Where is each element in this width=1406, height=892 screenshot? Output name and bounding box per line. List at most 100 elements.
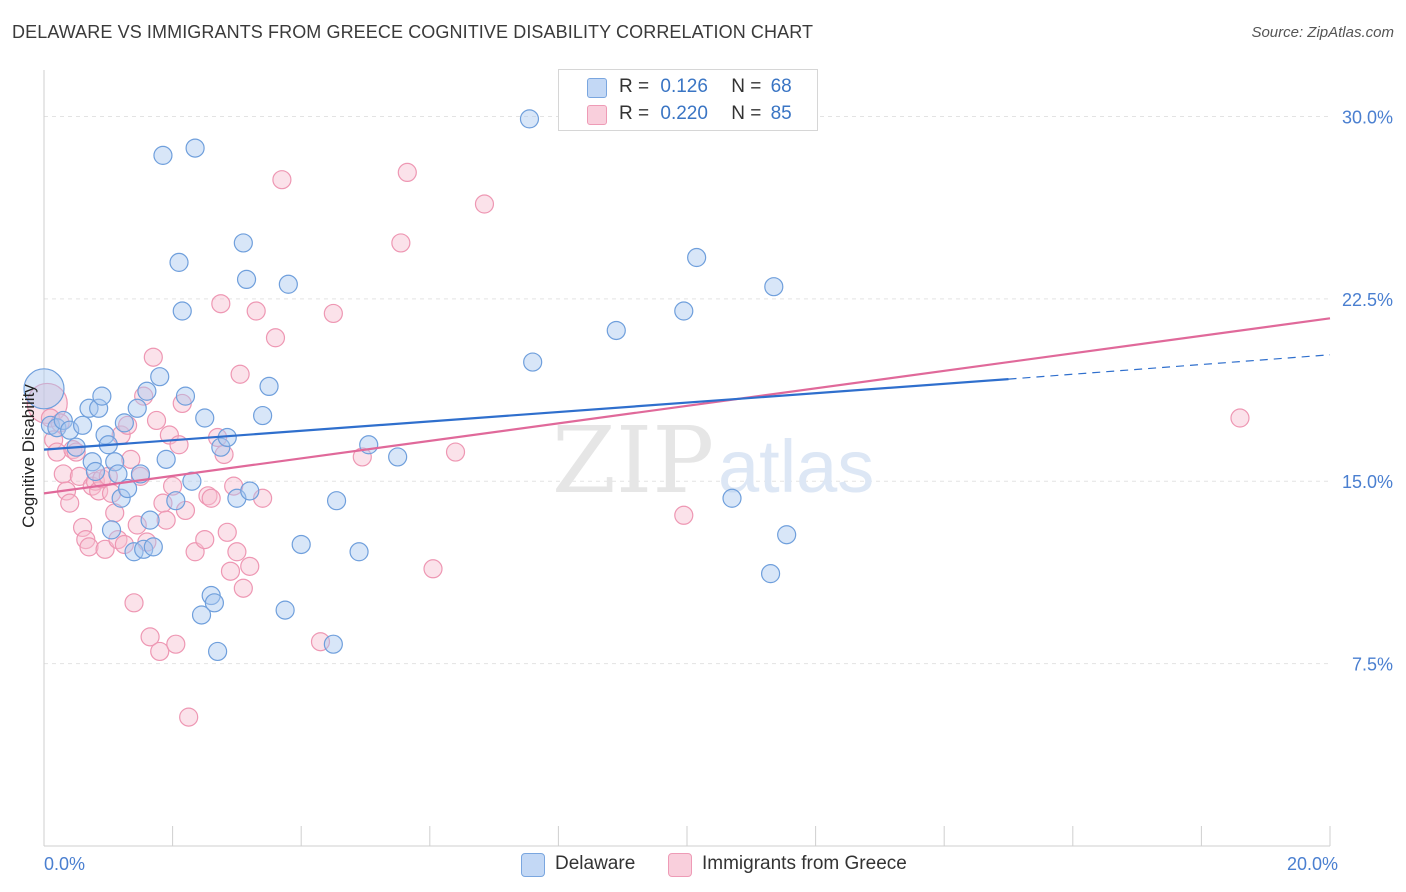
- delaware-point: [169, 252, 189, 272]
- delaware-point: [72, 415, 93, 435]
- delaware-point: [117, 478, 138, 499]
- x-tick-label-max: 20.0%: [1287, 854, 1338, 874]
- greece-point: [198, 486, 218, 506]
- delaware-point: [150, 367, 170, 387]
- delaware-point: [111, 488, 131, 508]
- delaware-legend-label: Delaware: [555, 853, 636, 874]
- delaware-point: [777, 525, 797, 545]
- delaware-point: [172, 301, 192, 321]
- delaware-point: [326, 491, 347, 511]
- watermark: ZIP atlas: [552, 407, 874, 514]
- greece-point: [1230, 408, 1250, 428]
- delaware-r-value: 0.126: [660, 76, 708, 97]
- greece-trend-line: [43, 317, 1331, 495]
- delaware-point: [60, 420, 80, 440]
- delaware-point: [275, 600, 295, 620]
- greece-point: [246, 301, 266, 321]
- series-legend: Delaware Immigrants from Greece: [0, 852, 1406, 878]
- greece-point: [233, 578, 253, 598]
- delaware-point: [166, 491, 186, 511]
- delaware-swatch: [587, 78, 607, 98]
- greece-point: [117, 415, 138, 435]
- greece-point: [352, 447, 372, 467]
- y-tick-label: 30.0%: [1342, 107, 1393, 127]
- greece-point: [95, 539, 115, 559]
- delaware-trend-line: [43, 378, 1009, 451]
- delaware-point: [53, 410, 73, 431]
- correlation-legend: R = 0.126 N = 68 R = 0.220 N = 85: [558, 69, 818, 131]
- delaware-point: [760, 564, 781, 584]
- delaware-point: [143, 537, 163, 557]
- greece-point: [474, 194, 495, 214]
- greece-point: [195, 529, 215, 550]
- greece-point: [121, 449, 141, 469]
- greece-point: [179, 707, 199, 727]
- delaware-point: [204, 593, 224, 613]
- delaware-point: [153, 145, 173, 165]
- greece-legend-label: Immigrants from Greece: [702, 853, 907, 874]
- greece-point: [272, 170, 292, 190]
- greece-point: [140, 627, 160, 647]
- watermark-zip: ZIP: [552, 407, 714, 514]
- greece-point: [124, 593, 144, 613]
- delaware-point: [687, 247, 707, 268]
- greece-point: [47, 442, 67, 462]
- x-tick-label-min: 0.0%: [44, 854, 85, 874]
- greece-point: [72, 517, 93, 538]
- greece-point: [127, 515, 147, 535]
- greece-point: [175, 500, 196, 521]
- greece-point: [146, 410, 167, 431]
- delaware-point: [523, 352, 543, 372]
- greece-series-points: [26, 162, 1250, 727]
- greece-point: [391, 233, 411, 253]
- delaware-point: [195, 408, 215, 428]
- delaware-point: [127, 398, 147, 418]
- greece-point: [211, 294, 231, 314]
- delaware-point: [233, 233, 253, 253]
- delaware-point: [89, 398, 109, 418]
- delaware-point: [722, 488, 742, 508]
- delaware-point: [211, 437, 231, 457]
- delaware-point: [85, 461, 106, 482]
- delaware-series-points: [23, 109, 797, 662]
- delaware-point: [156, 449, 176, 469]
- delaware-point: [323, 634, 343, 654]
- y-tick-label: 22.5%: [1342, 290, 1393, 310]
- greece-point: [227, 542, 247, 562]
- delaware-point: [175, 386, 196, 406]
- delaware-point: [92, 386, 112, 406]
- greece-point: [323, 303, 343, 324]
- delaware-point: [79, 398, 99, 418]
- delaware-point: [23, 368, 65, 410]
- r-label: R =: [619, 103, 650, 124]
- greece-r-value: 0.220: [660, 103, 708, 124]
- delaware-point: [105, 452, 125, 472]
- chart-title: DELAWARE VS IMMIGRANTS FROM GREECE COGNI…: [12, 22, 814, 42]
- delaware-n-value: 68: [770, 76, 792, 97]
- delaware-point: [101, 520, 122, 540]
- greece-point: [79, 537, 99, 557]
- delaware-point: [114, 413, 134, 433]
- n-label: N =: [731, 76, 762, 97]
- delaware-point: [674, 301, 694, 321]
- delaware-point: [349, 542, 369, 562]
- greece-point: [230, 364, 250, 384]
- n-label: N =: [731, 103, 762, 124]
- delaware-point: [240, 481, 260, 501]
- delaware-point: [191, 605, 212, 625]
- delaware-point: [278, 274, 298, 294]
- greece-point: [201, 488, 221, 508]
- delaware-point: [606, 320, 626, 341]
- y-tick-label: 7.5%: [1352, 655, 1393, 675]
- delaware-point: [208, 641, 228, 662]
- y-tick-label: 15.0%: [1342, 472, 1393, 492]
- delaware-point: [259, 376, 279, 396]
- greece-n-value: 85: [770, 103, 792, 124]
- delaware-point: [137, 381, 157, 401]
- greece-point: [166, 634, 186, 654]
- watermark-atlas: atlas: [718, 425, 874, 508]
- greece-point: [60, 493, 80, 513]
- greece-point: [265, 328, 286, 348]
- y-tick-labels: 7.5% 15.0% 22.5% 30.0%: [1342, 107, 1393, 674]
